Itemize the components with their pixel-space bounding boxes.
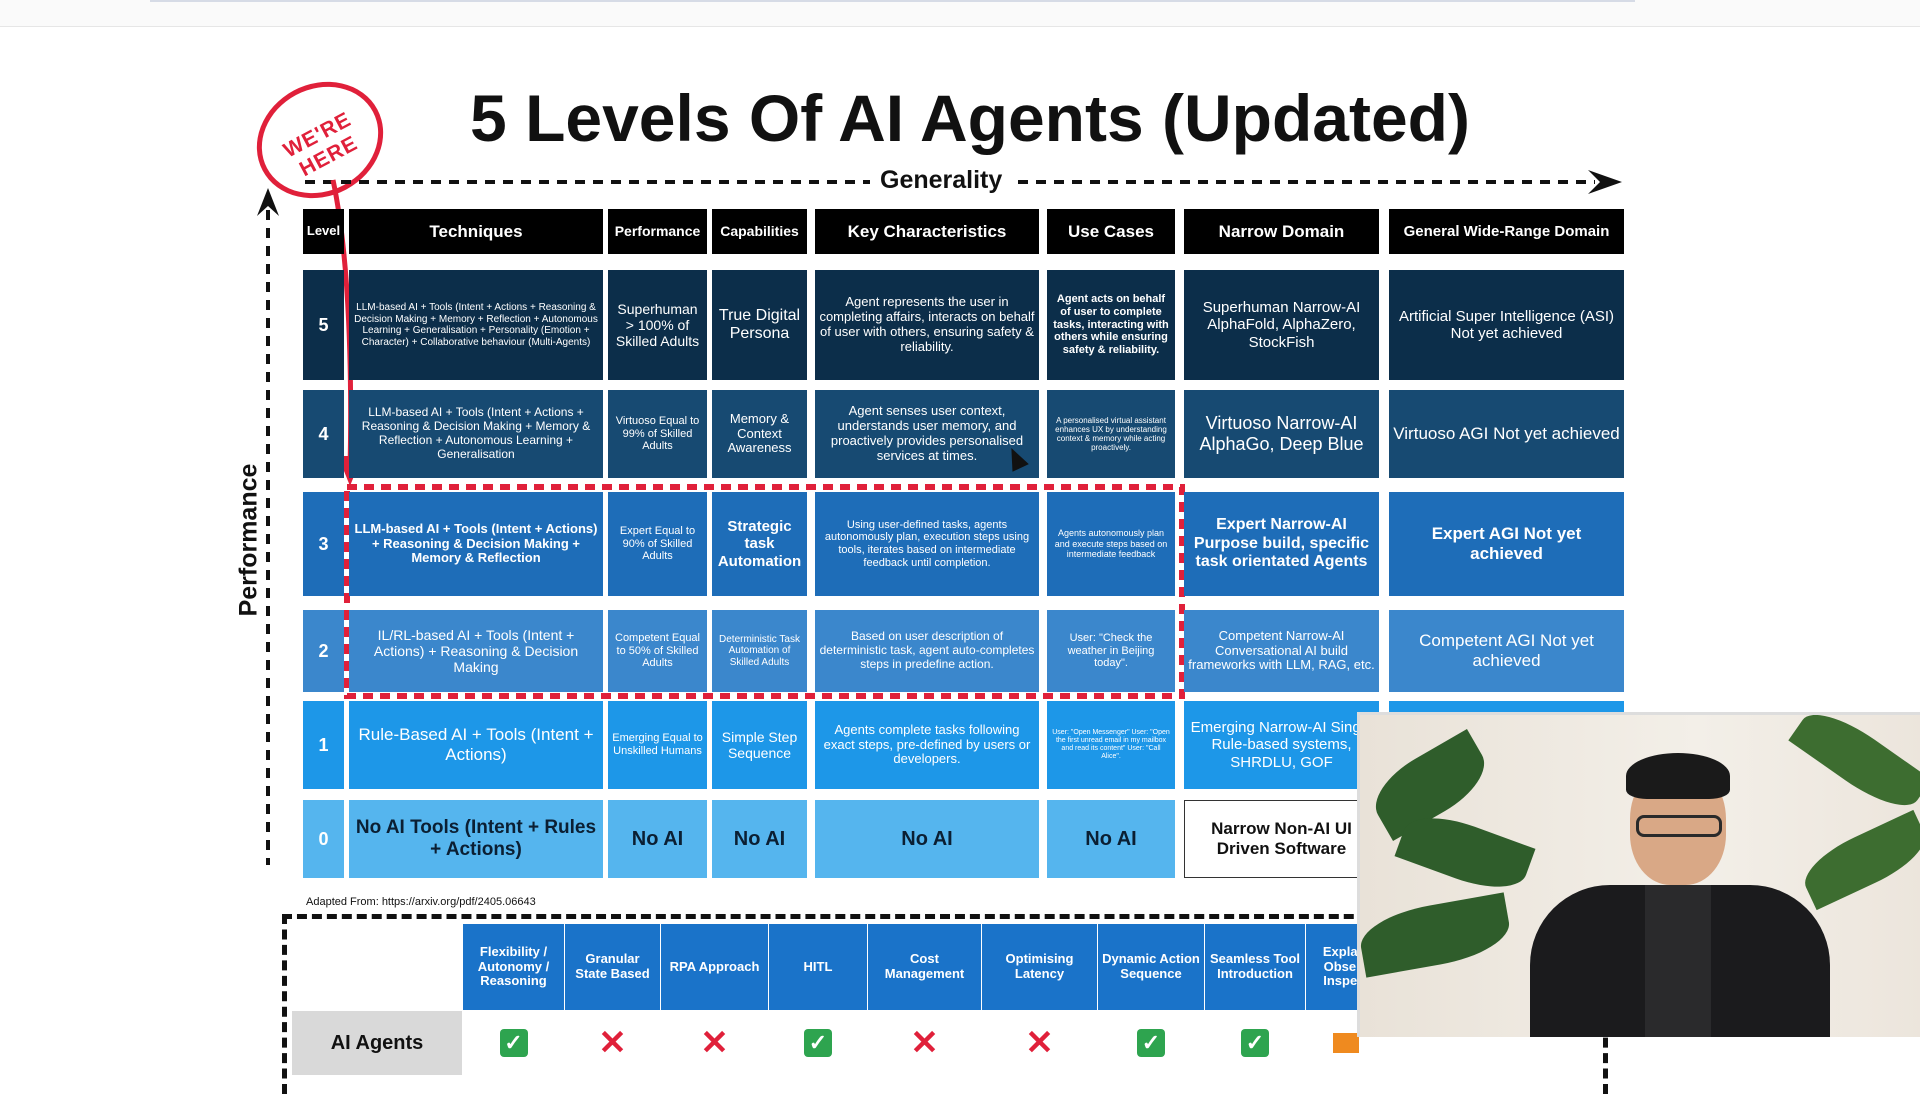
presenter-shirt <box>1645 885 1711 1037</box>
header-capabilities: Capabilities <box>712 209 807 254</box>
cross-icon: ✕ <box>910 1024 939 1062</box>
level-3-performance: Expert Equal to 90% of Skilled Adults <box>608 492 707 596</box>
level-0-key-characteristics: No AI <box>815 800 1039 878</box>
level-5-narrow-domain: Superhuman Narrow-AI AlphaFold, AlphaZer… <box>1184 270 1379 380</box>
presenter-hair <box>1626 753 1730 799</box>
level-1-number: 1 <box>303 701 344 789</box>
check-icon: ✓ <box>804 1029 832 1057</box>
level-5-capabilities: True Digital Persona <box>712 270 807 380</box>
level-0-techniques: No AI Tools (Intent + Rules + Actions) <box>349 800 603 878</box>
level-3-general-domain: Expert AGI Not yet achieved <box>1389 492 1624 596</box>
check-icon: ✓ <box>499 1029 528 1057</box>
header-performance: Performance <box>608 209 707 254</box>
level-1-capabilities: Simple Step Sequence <box>712 701 807 789</box>
level-0-narrow-domain: Narrow Non-AI UI Driven Software <box>1184 800 1379 878</box>
level-4-performance: Virtuoso Equal to 99% of Skilled Adults <box>608 390 707 478</box>
level-4-capabilities: Memory & Context Awareness <box>712 390 807 478</box>
comparison-header-dynamic: Dynamic Action Sequence <box>1098 924 1204 1010</box>
level-2-narrow-domain: Competent Narrow-AI Conversational AI bu… <box>1184 610 1379 692</box>
header-techniques: Techniques <box>349 209 603 254</box>
level-2-capabilities: Deterministic Task Automation of Skilled… <box>712 610 807 692</box>
value-flexibility: ✓ <box>463 1011 564 1075</box>
level-1-use-cases: User: "Open Messenger" User: "Open the f… <box>1047 701 1175 789</box>
level-5-performance: Superhuman > 100% of Skilled Adults <box>608 270 707 380</box>
comparison-header-latency: Optimising Latency <box>982 924 1097 1010</box>
generality-axis-label: Generality <box>880 166 1003 194</box>
browser-top-bar <box>0 0 1920 27</box>
comparison-corner <box>292 924 462 1010</box>
level-4-techniques: LLM-based AI + Tools (Intent + Actions +… <box>349 390 603 478</box>
generality-arrowhead <box>1588 170 1622 194</box>
level-4-key-characteristics: Agent senses user context, understands u… <box>815 390 1039 478</box>
level-4-general-domain: Virtuoso AGI Not yet achieved <box>1389 390 1624 478</box>
partial-icon <box>1333 1033 1359 1053</box>
value-granular: ✕ <box>565 1011 660 1075</box>
level-5-techniques: LLM-based AI + Tools (Intent + Actions +… <box>349 270 603 380</box>
level-3-key-characteristics: Using user-defined tasks, agents autonom… <box>815 492 1039 596</box>
cross-icon: ✕ <box>1025 1024 1054 1062</box>
level-2-use-cases: User: "Check the weather in Beijing toda… <box>1047 610 1175 692</box>
presenter-webcam <box>1357 712 1920 1037</box>
cross-icon: ✕ <box>700 1024 729 1062</box>
level-2-performance: Competent Equal to 50% of Skilled Adults <box>608 610 707 692</box>
level-3-narrow-domain: Expert Narrow-AI Purpose build, specific… <box>1184 492 1379 596</box>
cross-icon: ✕ <box>598 1024 627 1062</box>
level-3-capabilities: Strategic task Automation <box>712 492 807 596</box>
header-general-domain: General Wide-Range Domain <box>1389 209 1624 254</box>
level-4-number: 4 <box>303 390 344 478</box>
comparison-row-ai-agents: AI Agents <box>292 1011 462 1075</box>
level-3-techniques: LLM-based AI + Tools (Intent + Actions) … <box>349 492 603 596</box>
comparison-header-cost: Cost Management <box>868 924 981 1010</box>
level-0-number: 0 <box>303 800 344 878</box>
level-0-use-cases: No AI <box>1047 800 1175 878</box>
comparison-header-flexibility: Flexibility / Autonomy / Reasoning <box>463 924 564 1010</box>
level-0-performance: No AI <box>608 800 707 878</box>
value-cost: ✕ <box>868 1011 981 1075</box>
comparison-header-granular: Granular State Based <box>565 924 660 1010</box>
check-icon: ✓ <box>1241 1029 1269 1057</box>
header-level: Level <box>303 209 344 254</box>
level-2-general-domain: Competent AGI Not yet achieved <box>1389 610 1624 692</box>
comparison-header-rpa: RPA Approach <box>661 924 768 1010</box>
value-rpa: ✕ <box>661 1011 768 1075</box>
level-5-number: 5 <box>303 270 344 380</box>
level-2-number: 2 <box>303 610 344 692</box>
level-5-key-characteristics: Agent represents the user in completing … <box>815 270 1039 380</box>
header-use-cases: Use Cases <box>1047 209 1175 254</box>
value-latency: ✕ <box>982 1011 1097 1075</box>
comparison-header-tool: Seamless Tool Introduction <box>1205 924 1305 1010</box>
slide-title: 5 Levels Of AI Agents (Updated) <box>470 81 1470 155</box>
level-1-techniques: Rule-Based AI + Tools (Intent + Actions) <box>349 701 603 789</box>
comparison-header-hitl: HITL <box>769 924 867 1010</box>
value-hitl: ✓ <box>769 1011 867 1075</box>
performance-arrowhead <box>257 188 279 216</box>
source-citation: Adapted From: https://arxiv.org/pdf/2405… <box>306 896 536 908</box>
level-5-general-domain: Artificial Super Intelligence (ASI) Not … <box>1389 270 1624 380</box>
presenter-glasses <box>1636 815 1722 837</box>
video-progress-bar[interactable] <box>150 0 1635 2</box>
level-1-narrow-domain: Emerging Narrow-AI Single Rule-based sys… <box>1184 701 1379 789</box>
level-0-capabilities: No AI <box>712 800 807 878</box>
header-key-characteristics: Key Characteristics <box>815 209 1039 254</box>
level-4-narrow-domain: Virtuoso Narrow-AI AlphaGo, Deep Blue <box>1184 390 1379 478</box>
level-4-use-cases: A personalised virtual assistant enhance… <box>1047 390 1175 478</box>
check-icon: ✓ <box>1137 1029 1165 1057</box>
level-1-performance: Emerging Equal to Unskilled Humans <box>608 701 707 789</box>
value-dynamic: ✓ <box>1098 1011 1204 1075</box>
header-narrow-domain: Narrow Domain <box>1184 209 1379 254</box>
level-1-key-characteristics: Agents complete tasks following exact st… <box>815 701 1039 789</box>
level-2-key-characteristics: Based on user description of determinist… <box>815 610 1039 692</box>
level-2-techniques: IL/RL-based AI + Tools (Intent + Actions… <box>349 610 603 692</box>
level-3-use-cases: Agents autonomously plan and execute ste… <box>1047 492 1175 596</box>
level-5-use-cases: Agent acts on behalf of user to complete… <box>1047 270 1175 380</box>
level-3-number: 3 <box>303 492 344 596</box>
value-tool: ✓ <box>1205 1011 1305 1075</box>
current-level-highlight <box>344 484 1185 699</box>
